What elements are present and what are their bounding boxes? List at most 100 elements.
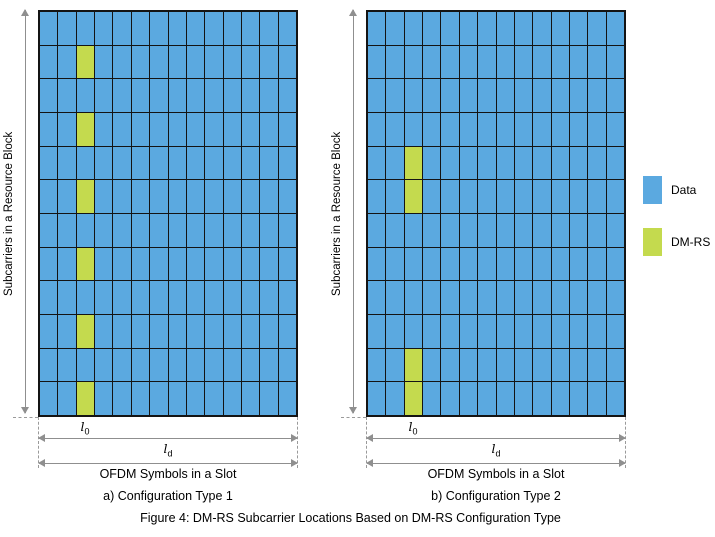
data-cell xyxy=(569,214,588,247)
data-cell xyxy=(386,214,404,247)
data-cell xyxy=(569,382,588,415)
data-cell xyxy=(606,247,624,281)
data-cell xyxy=(569,79,588,112)
data-cell xyxy=(95,214,113,247)
data-cell xyxy=(551,281,569,314)
data-cell xyxy=(186,281,205,314)
data-cell xyxy=(496,214,514,247)
dmrs-cell xyxy=(76,45,95,79)
data-cell xyxy=(368,45,386,79)
panel-configuration-type-2: Subcarriers in a Resource Block l0 ld OF… xyxy=(328,0,640,510)
data-cell xyxy=(588,348,606,382)
data-cell xyxy=(588,247,606,281)
data-cell xyxy=(478,113,496,146)
data-cell xyxy=(606,12,624,45)
x-axis-label: OFDM Symbols in a Slot xyxy=(99,467,237,481)
data-cell xyxy=(40,214,58,247)
data-cell xyxy=(76,348,95,382)
data-cell xyxy=(441,382,459,415)
data-cell xyxy=(478,281,496,314)
data-cell xyxy=(551,146,569,180)
data-cell xyxy=(404,12,423,45)
data-cell xyxy=(241,281,260,314)
data-cell xyxy=(514,180,533,213)
data-cell xyxy=(40,146,58,180)
data-cell xyxy=(459,382,478,415)
data-cell xyxy=(496,315,514,348)
data-cell xyxy=(131,382,150,415)
data-cell xyxy=(186,146,205,180)
data-cell xyxy=(478,45,496,79)
data-cell xyxy=(223,214,241,247)
data-cell xyxy=(533,348,551,382)
data-cell xyxy=(441,180,459,213)
data-cell xyxy=(58,12,76,45)
data-cell xyxy=(478,247,496,281)
data-cell xyxy=(186,214,205,247)
data-cell xyxy=(260,180,278,213)
data-cell xyxy=(241,382,260,415)
data-cell xyxy=(459,247,478,281)
data-cell xyxy=(223,180,241,213)
ld-extent-arrow xyxy=(366,434,626,443)
data-cell xyxy=(551,45,569,79)
data-cell xyxy=(113,348,131,382)
data-cell xyxy=(514,79,533,112)
data-cell xyxy=(533,214,551,247)
l0-sub: 0 xyxy=(412,426,418,437)
slot-extent-arrow xyxy=(366,459,626,468)
data-cell xyxy=(386,315,404,348)
data-cell xyxy=(423,180,441,213)
slot-extent-arrow xyxy=(38,459,298,468)
ld-base: l xyxy=(491,441,496,456)
data-cell xyxy=(459,315,478,348)
data-cell xyxy=(478,214,496,247)
data-cell xyxy=(76,12,95,45)
data-cell xyxy=(368,12,386,45)
data-cell xyxy=(278,12,296,45)
data-cell xyxy=(58,348,76,382)
data-cell xyxy=(205,382,223,415)
data-cell xyxy=(441,12,459,45)
data-cell xyxy=(459,281,478,314)
data-cell xyxy=(423,79,441,112)
data-cell xyxy=(113,113,131,146)
data-cell xyxy=(423,382,441,415)
data-cell xyxy=(260,45,278,79)
data-cell xyxy=(569,247,588,281)
data-cell xyxy=(533,180,551,213)
data-cell xyxy=(260,281,278,314)
data-cell xyxy=(95,79,113,112)
data-cell xyxy=(496,79,514,112)
data-cell xyxy=(569,315,588,348)
dmrs-cell xyxy=(404,146,423,180)
data-cell xyxy=(569,45,588,79)
resource-grid-type1 xyxy=(38,10,298,417)
data-cell xyxy=(150,45,168,79)
data-cell xyxy=(241,214,260,247)
data-cell xyxy=(459,146,478,180)
data-cell xyxy=(186,12,205,45)
left-extent-dash xyxy=(38,417,39,468)
figure-caption: Figure 4: DM-RS Subcarrier Locations Bas… xyxy=(140,511,561,525)
data-cell xyxy=(606,348,624,382)
data-cell xyxy=(386,79,404,112)
dmrs-cell xyxy=(76,382,95,415)
data-cell xyxy=(278,281,296,314)
panel-caption: b) Configuration Type 2 xyxy=(431,489,561,503)
data-cell xyxy=(260,146,278,180)
dmrs-cell xyxy=(76,315,95,348)
data-cell xyxy=(223,79,241,112)
data-cell xyxy=(386,113,404,146)
data-cell xyxy=(459,113,478,146)
data-cell xyxy=(588,315,606,348)
data-cell xyxy=(131,45,150,79)
data-cell xyxy=(168,79,186,112)
data-cell xyxy=(278,180,296,213)
data-cell xyxy=(533,382,551,415)
data-cell xyxy=(58,214,76,247)
data-cell xyxy=(223,247,241,281)
ld-symbol-label: ld xyxy=(366,441,626,459)
legend-item-data: Data xyxy=(643,176,696,204)
data-cell xyxy=(368,146,386,180)
